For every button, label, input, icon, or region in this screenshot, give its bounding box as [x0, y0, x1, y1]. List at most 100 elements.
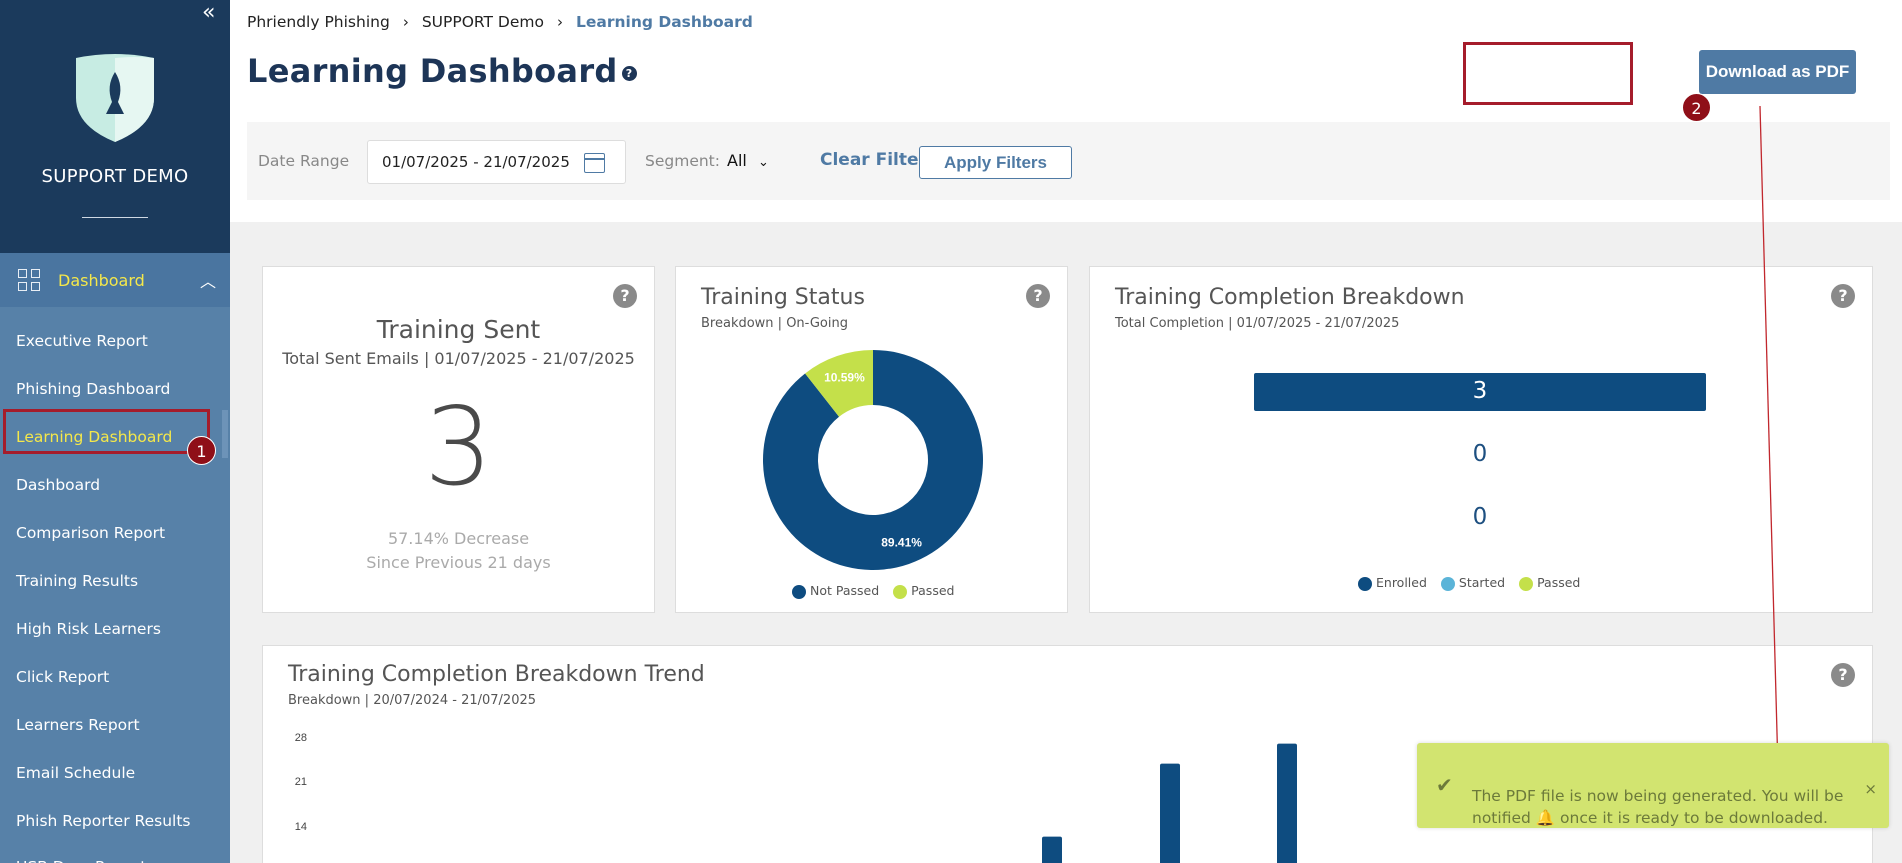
- sidebar-item[interactable]: Training Results: [16, 572, 139, 590]
- date-range-label: Date Range: [258, 152, 350, 170]
- toast-message: The PDF file is now being generated. You…: [1472, 785, 1867, 829]
- annotation-badge-1: 1: [187, 436, 216, 465]
- sidebar-group-label: Dashboard: [58, 270, 145, 290]
- brand-divider: [82, 217, 148, 218]
- sidebar-item[interactable]: Learning Dashboard: [16, 428, 173, 446]
- donut-slice-not-passed[interactable]: [763, 350, 983, 570]
- chevron-down-icon: ⌄: [757, 155, 769, 170]
- breadcrumb: Phriendly Phishing › SUPPORT Demo › Lear…: [247, 13, 753, 31]
- sidebar-item[interactable]: Email Schedule: [16, 764, 136, 782]
- segment-value: All: [727, 151, 747, 170]
- sidebar-item[interactable]: Executive Report: [16, 332, 148, 350]
- period-text: Since Previous 21 days: [366, 553, 551, 572]
- bell-icon: 🔔: [1535, 809, 1556, 827]
- sidebar-item[interactable]: Phishing Dashboard: [16, 380, 171, 398]
- annotation-highlight-download-pdf: [1463, 42, 1633, 105]
- clear-filters-button[interactable]: Clear Filters: [820, 150, 938, 170]
- card-title: Training Status: [701, 285, 865, 310]
- chart-legend: Enrolled Started Passed: [1358, 575, 1580, 591]
- close-toast-icon[interactable]: ×: [1864, 780, 1877, 798]
- legend-item[interactable]: Passed: [893, 583, 954, 599]
- sidebar-item[interactable]: Dashboard: [16, 476, 101, 494]
- help-icon[interactable]: ?: [613, 284, 637, 308]
- card-subtitle: Total Completion | 01/07/2025 - 21/07/20…: [1115, 316, 1400, 331]
- training-status-card: ? Training Status Breakdown | On-Going 8…: [675, 266, 1068, 613]
- sidebar-item[interactable]: Click Report: [16, 668, 110, 686]
- breadcrumb-link-client[interactable]: SUPPORT Demo: [421, 13, 544, 31]
- segment-label: Segment:: [645, 152, 720, 170]
- chart-legend: Not Passed Passed: [792, 583, 954, 599]
- date-range-value: 01/07/2025 - 21/07/2025: [382, 153, 570, 171]
- legend-item[interactable]: Started: [1440, 575, 1506, 591]
- pdf-generation-toast: ✔ The PDF file is now being generated. Y…: [1417, 743, 1889, 828]
- card-subtitle: Breakdown | On-Going: [701, 316, 848, 331]
- legend-label: Passed: [1537, 575, 1581, 590]
- collapse-sidebar-icon[interactable]: «: [202, 0, 216, 25]
- page-header: Phriendly Phishing › SUPPORT Demo › Lear…: [230, 0, 1902, 222]
- donut-data-label: 10.59%: [824, 370, 865, 384]
- breakdown-value-label: 3: [1472, 378, 1488, 404]
- breakdown-bar[interactable]: [1254, 373, 1706, 411]
- filter-bar: Date Range 01/07/2025 - 21/07/2025 Segme…: [247, 122, 1890, 200]
- chevron-right-icon: ›: [402, 13, 409, 31]
- check-icon: ✔: [1436, 773, 1453, 797]
- card-subtitle: Breakdown | 20/07/2024 - 21/07/2025: [288, 693, 537, 708]
- help-icon[interactable]: ?: [1026, 284, 1050, 308]
- training-sent-card: ? Training Sent Total Sent Emails | 01/0…: [262, 266, 655, 613]
- completion-breakdown-card: ? Training Completion Breakdown Total Co…: [1089, 266, 1873, 613]
- download-pdf-button[interactable]: Download as PDF: [1699, 50, 1856, 94]
- y-tick-label: 21: [295, 776, 307, 788]
- page-title-text: Learning Dashboard: [247, 52, 618, 90]
- calendar-icon[interactable]: [584, 153, 605, 173]
- sidebar-item-dashboard-group[interactable]: Dashboard ︿: [0, 253, 230, 307]
- training-sent-value: 3: [424, 385, 493, 510]
- y-tick-label: 28: [295, 732, 307, 744]
- grid-icon: [18, 269, 40, 291]
- completion-trend-chart: 28 21 14: [295, 732, 1297, 863]
- trend-bar[interactable]: [1042, 836, 1062, 863]
- page-title: Learning Dashboard?: [247, 52, 637, 90]
- legend-label: Passed: [911, 583, 955, 598]
- legend-label: Not Passed: [810, 583, 880, 598]
- card-title: Training Completion Breakdown Trend: [288, 662, 705, 687]
- chevron-up-icon[interactable]: ︿: [199, 272, 216, 291]
- legend-label: Started: [1458, 575, 1506, 590]
- breadcrumb-link-home[interactable]: Phriendly Phishing: [247, 13, 390, 31]
- shield-logo-icon: [76, 54, 154, 142]
- sidebar-item[interactable]: Comparison Report: [16, 524, 166, 542]
- breakdown-value-label: 0: [1472, 441, 1488, 467]
- annotation-highlight-learning-dashboard: [3, 409, 210, 454]
- legend-item[interactable]: Enrolled: [1358, 575, 1427, 591]
- legend-item[interactable]: Not Passed: [792, 583, 879, 599]
- help-icon[interactable]: ?: [621, 65, 637, 81]
- legend-item[interactable]: Passed: [1519, 575, 1580, 591]
- card-subtitle: Total Sent Emails | 01/07/2025 - 21/07/2…: [282, 349, 635, 368]
- sidebar-scrollbar[interactable]: [222, 410, 228, 458]
- org-name: SUPPORT DEMO: [41, 166, 189, 187]
- legend-label: Enrolled: [1376, 575, 1427, 590]
- segment-select[interactable]: All ⌄: [727, 151, 769, 170]
- sidebar: « SUPPORT DEMO Dashboard ︿ Executive Rep…: [0, 0, 230, 863]
- donut-data-label: 89.41%: [881, 536, 922, 550]
- sidebar-item[interactable]: High Risk Learners: [16, 620, 161, 638]
- sidebar-header: « SUPPORT DEMO: [0, 0, 230, 253]
- training-status-donut-chart: 89.41% 10.59%: [763, 350, 983, 570]
- help-icon[interactable]: ?: [1831, 663, 1855, 687]
- toast-message-text-2: once it is ready to be downloaded.: [1560, 809, 1828, 827]
- breakdown-value-label: 0: [1472, 504, 1488, 530]
- trend-bar[interactable]: [1277, 743, 1297, 863]
- chevron-right-icon: ›: [556, 13, 563, 31]
- help-icon[interactable]: ?: [1831, 284, 1855, 308]
- apply-filters-button[interactable]: Apply Filters: [919, 146, 1072, 179]
- toast-message-text: The PDF file is now being generated. You…: [1472, 787, 1844, 827]
- sidebar-item[interactable]: USB Drop Report: [16, 858, 146, 863]
- donut-slice-passed[interactable]: [805, 350, 873, 417]
- change-text: 57.14% Decrease: [387, 529, 530, 548]
- sidebar-item[interactable]: Phish Reporter Results: [16, 812, 191, 830]
- trend-bar[interactable]: [1160, 763, 1180, 863]
- sidebar-item[interactable]: Learners Report: [16, 716, 140, 734]
- date-range-input[interactable]: 01/07/2025 - 21/07/2025: [367, 140, 626, 184]
- card-title: Training Completion Breakdown: [1115, 285, 1465, 310]
- y-tick-label: 14: [295, 821, 307, 833]
- breadcrumb-current: Learning Dashboard: [575, 13, 753, 31]
